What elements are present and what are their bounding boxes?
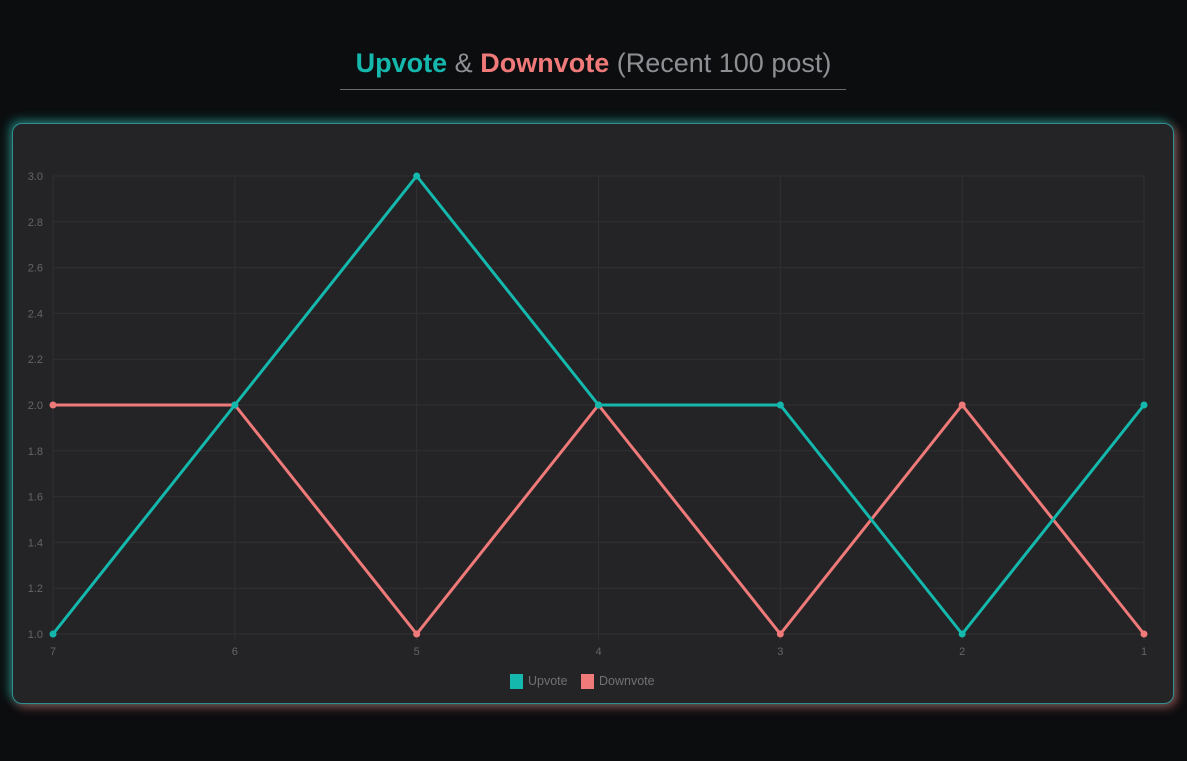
downvote-data-point	[1141, 631, 1148, 638]
y-axis-ticks: 1.0 1.2 1.4 1.6 1.8 2.0 2.2 2.4 2.6 2.8 3.0	[28, 171, 43, 641]
y-tick-label: 1.0	[28, 629, 43, 641]
y-tick-label: 1.6	[28, 492, 43, 504]
upvote-data-point	[413, 173, 420, 180]
upvote-data-point	[959, 631, 966, 638]
y-tick-label: 2.4	[28, 308, 43, 320]
legend-label-downvote[interactable]: Downvote	[599, 674, 655, 688]
downvote-data-point	[413, 631, 420, 638]
upvote-data-point	[777, 402, 784, 409]
downvote-data-point	[777, 631, 784, 638]
x-tick-label: 5	[414, 646, 420, 658]
upvote-data-point	[231, 402, 238, 409]
y-tick-label: 1.8	[28, 446, 43, 458]
x-tick-label: 6	[232, 646, 238, 658]
x-axis-ticks: 7 6 5 4 3 2 1	[50, 646, 1147, 658]
x-tick-label: 2	[959, 646, 965, 658]
legend-swatch-upvote[interactable]	[510, 674, 523, 689]
y-tick-label: 2.6	[28, 263, 43, 275]
upvote-data-point	[595, 402, 602, 409]
y-tick-label: 2.8	[28, 217, 43, 229]
y-tick-label: 1.2	[28, 583, 43, 595]
legend-label-upvote[interactable]: Upvote	[528, 674, 568, 688]
upvote-data-point	[50, 631, 57, 638]
legend-swatch-downvote[interactable]	[581, 674, 594, 689]
legend[interactable]: Upvote Downvote	[510, 674, 655, 689]
downvote-data-point	[959, 402, 966, 409]
y-tick-label: 1.4	[28, 537, 43, 549]
y-tick-label: 2.2	[28, 354, 43, 366]
y-tick-label: 2.0	[28, 400, 43, 412]
x-tick-label: 3	[777, 646, 783, 658]
downvote-data-point	[50, 402, 57, 409]
y-tick-label: 3.0	[28, 171, 43, 183]
upvote-data-point	[1141, 402, 1148, 409]
x-tick-label: 7	[50, 646, 56, 658]
x-tick-label: 4	[595, 646, 601, 658]
x-tick-label: 1	[1141, 646, 1147, 658]
